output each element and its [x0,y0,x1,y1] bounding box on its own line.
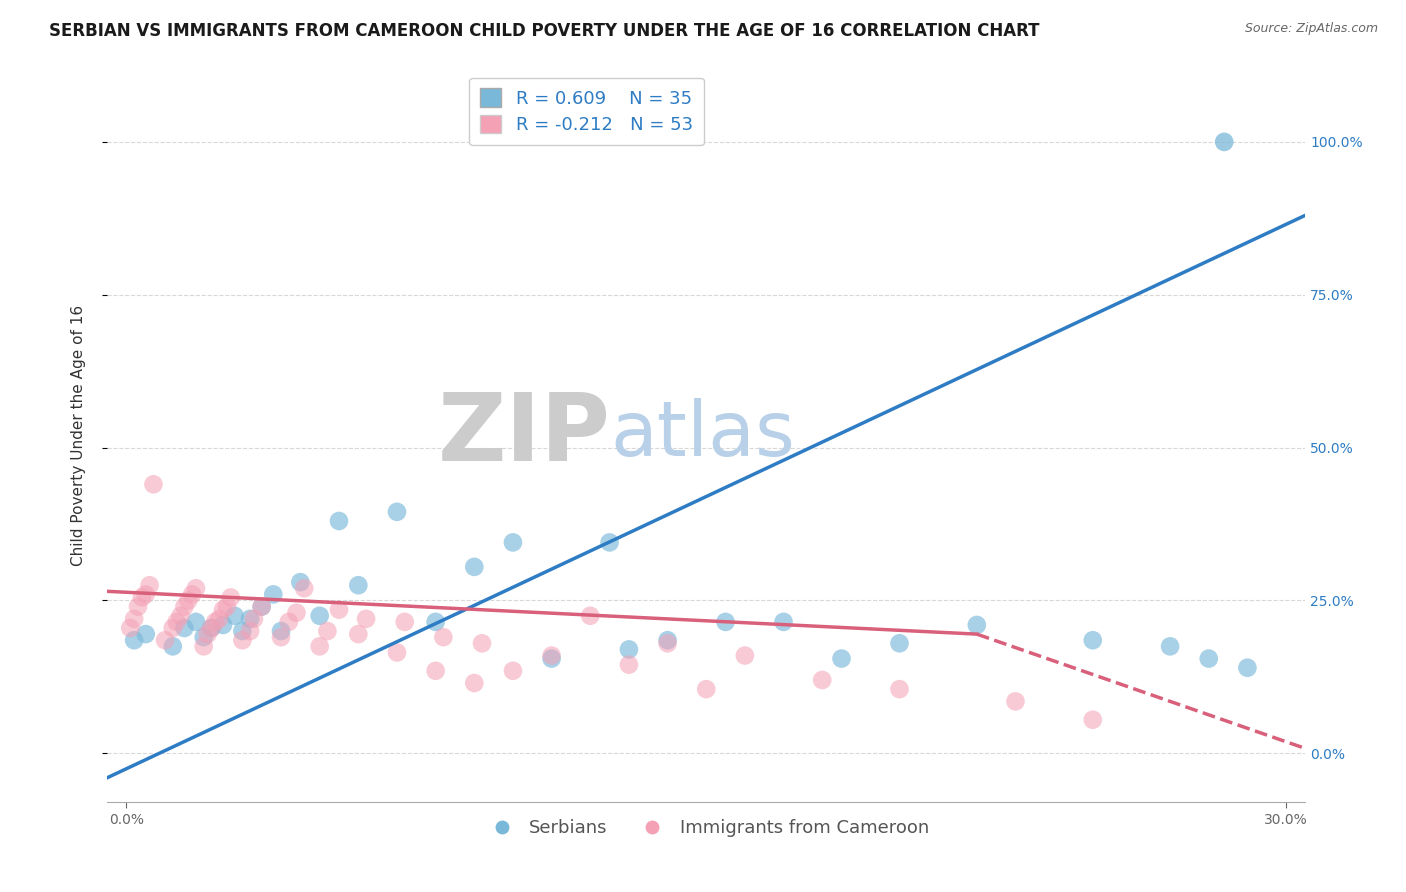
Point [285,606,308,620]
Point [135,587,157,601]
Text: Source: ZipAtlas.com: Source: ZipAtlas.com [1244,22,1378,36]
Point [184,581,207,595]
Point [250,599,273,614]
Point [1081,633,1104,648]
Point [270,624,292,638]
Point [385,505,408,519]
Point [714,615,737,629]
Point [197,627,219,641]
Point [734,648,756,663]
Point [181,587,204,601]
Point [290,575,312,590]
Point [122,633,145,648]
Point [243,612,266,626]
Point [695,682,717,697]
Point [239,624,262,638]
Point [463,676,485,690]
Point [292,581,315,595]
Point [138,578,160,592]
Point [579,608,602,623]
Point [173,599,195,614]
Point [1004,694,1026,708]
Point [142,477,165,491]
Point [204,615,226,629]
Point [316,624,339,638]
Point [177,593,200,607]
Point [471,636,494,650]
Point [831,651,853,665]
Point [385,645,408,659]
Point [173,621,195,635]
Y-axis label: Child Poverty Under the Age of 16: Child Poverty Under the Age of 16 [72,305,86,566]
Point [394,615,416,629]
Point [193,640,215,654]
Text: atlas: atlas [610,399,796,473]
Point [328,602,350,616]
Point [772,615,794,629]
Point [162,621,184,635]
Point [231,633,253,648]
Point [212,618,235,632]
Point [599,535,621,549]
Point [889,682,911,697]
Point [425,664,447,678]
Point [270,630,292,644]
Point [1236,661,1258,675]
Point [811,673,834,687]
Point [277,615,299,629]
Point [224,608,246,623]
Point [127,599,149,614]
Point [308,640,330,654]
Point [131,591,153,605]
Point [966,618,988,632]
Point [162,640,184,654]
Point [657,636,679,650]
Point [219,591,242,605]
Point [184,615,207,629]
Point [250,599,273,614]
Point [1213,135,1236,149]
Point [425,615,447,629]
Point [239,612,262,626]
Point [328,514,350,528]
Point [347,578,370,592]
Point [432,630,454,644]
Point [463,559,485,574]
Point [502,664,524,678]
Point [215,599,238,614]
Point [657,633,679,648]
Point [208,612,231,626]
Point [153,633,176,648]
Point [1081,713,1104,727]
Point [166,615,188,629]
Point [122,612,145,626]
Text: SERBIAN VS IMMIGRANTS FROM CAMEROON CHILD POVERTY UNDER THE AGE OF 16 CORRELATIO: SERBIAN VS IMMIGRANTS FROM CAMEROON CHIL… [49,22,1039,40]
Point [308,608,330,623]
Point [347,627,370,641]
Point [262,587,284,601]
Point [200,621,222,635]
Point [889,636,911,650]
Point [120,621,142,635]
Point [193,630,215,644]
Point [231,624,253,638]
Text: ZIP: ZIP [437,390,610,482]
Point [200,621,222,635]
Point [1159,640,1181,654]
Point [540,651,562,665]
Point [617,657,640,672]
Point [1198,651,1220,665]
Point [169,608,191,623]
Point [540,648,562,663]
Point [502,535,524,549]
Legend: Serbians, Immigrants from Cameroon: Serbians, Immigrants from Cameroon [477,812,936,845]
Point [617,642,640,657]
Point [354,612,377,626]
Point [212,602,235,616]
Point [135,627,157,641]
